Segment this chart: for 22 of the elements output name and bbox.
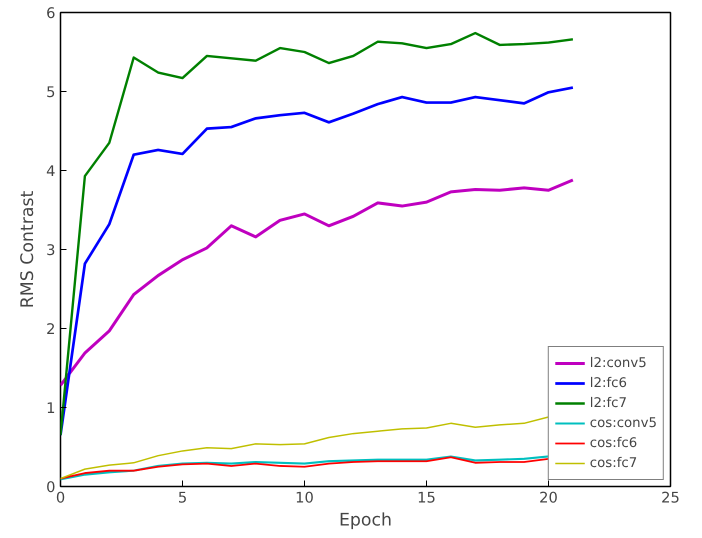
x-axis-title: Epoch [338, 510, 392, 530]
x-tick-label: 15 [417, 490, 436, 506]
legend-label: l2:fc6 [590, 376, 627, 390]
line-series [60, 416, 550, 480]
legend-label: cos:fc6 [590, 436, 638, 450]
x-tick-label: 10 [295, 490, 314, 506]
y-tick-label: 1 [46, 400, 56, 417]
legend-label: l2:fc7 [590, 396, 627, 410]
legend-label: cos:conv5 [590, 416, 657, 430]
legend-label: l2:conv5 [590, 356, 647, 370]
y-tick-label: 5 [46, 84, 56, 101]
y-tick-label: 0 [46, 479, 56, 496]
y-tick-label: 2 [46, 321, 56, 338]
y-axis-title: RMS Contrast [18, 190, 38, 308]
x-tick-label: 5 [178, 490, 188, 506]
legend-label: cos:fc7 [590, 456, 638, 470]
y-tick-label: 3 [46, 242, 56, 259]
y-tick-label: 6 [46, 5, 56, 22]
line-series [60, 178, 574, 387]
x-tick-label: 25 [661, 490, 680, 506]
x-tick-label: 20 [539, 490, 558, 506]
y-tick-label: 4 [46, 163, 56, 180]
